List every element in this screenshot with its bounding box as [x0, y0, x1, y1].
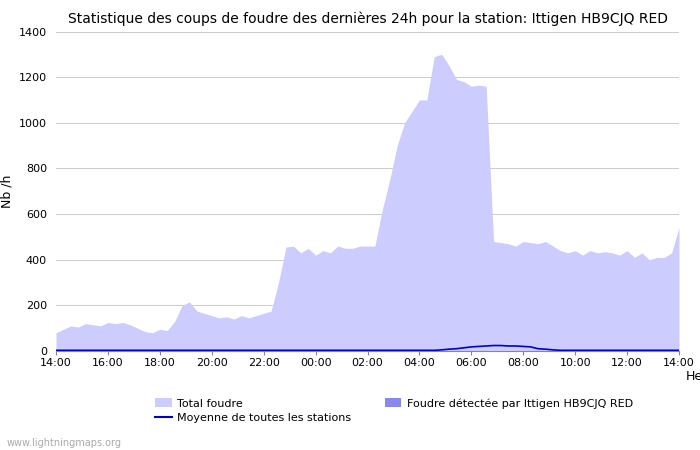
Title: Statistique des coups de foudre des dernières 24h pour la station: Ittigen HB9CJ: Statistique des coups de foudre des dern…: [67, 12, 668, 26]
Y-axis label: Nb /h: Nb /h: [0, 175, 13, 208]
Text: www.lightningmaps.org: www.lightningmaps.org: [7, 438, 122, 448]
Legend: Total foudre, Moyenne de toutes les stations, Foudre détectée par Ittigen HB9CJQ: Total foudre, Moyenne de toutes les stat…: [155, 398, 633, 423]
Text: Heure: Heure: [686, 370, 700, 383]
